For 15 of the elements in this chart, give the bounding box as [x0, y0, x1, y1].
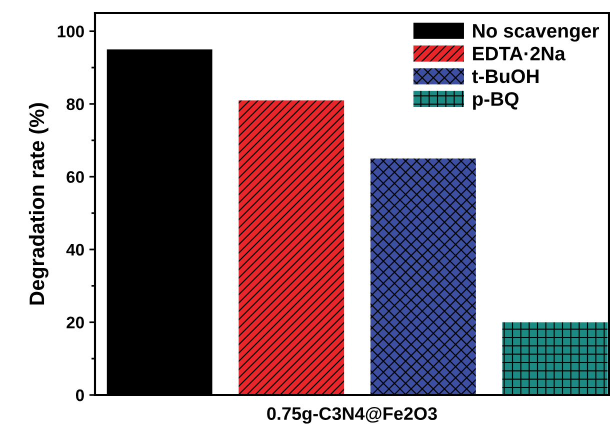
bar — [370, 158, 476, 395]
y-tick-label: 60 — [66, 171, 84, 183]
y-tick-label: 20 — [66, 316, 84, 328]
y-tick-label: 0 — [76, 389, 84, 402]
y-axis-title: Degradation rate (%) — [28, 103, 48, 304]
x-axis-title: 0.75g-C3N4@Fe2O3 — [267, 406, 437, 424]
legend-label: No scavenger — [473, 24, 599, 42]
bar — [502, 322, 608, 395]
legend-label: p-BQ — [473, 92, 518, 110]
y-tick-label: 40 — [66, 244, 84, 256]
y-tick-label: 80 — [66, 98, 84, 110]
legend-label: EDTA·2Na — [473, 46, 566, 60]
y-tick-label: 100 — [58, 26, 84, 38]
legend-label: t-BuOH — [472, 69, 538, 84]
bar — [238, 100, 344, 395]
